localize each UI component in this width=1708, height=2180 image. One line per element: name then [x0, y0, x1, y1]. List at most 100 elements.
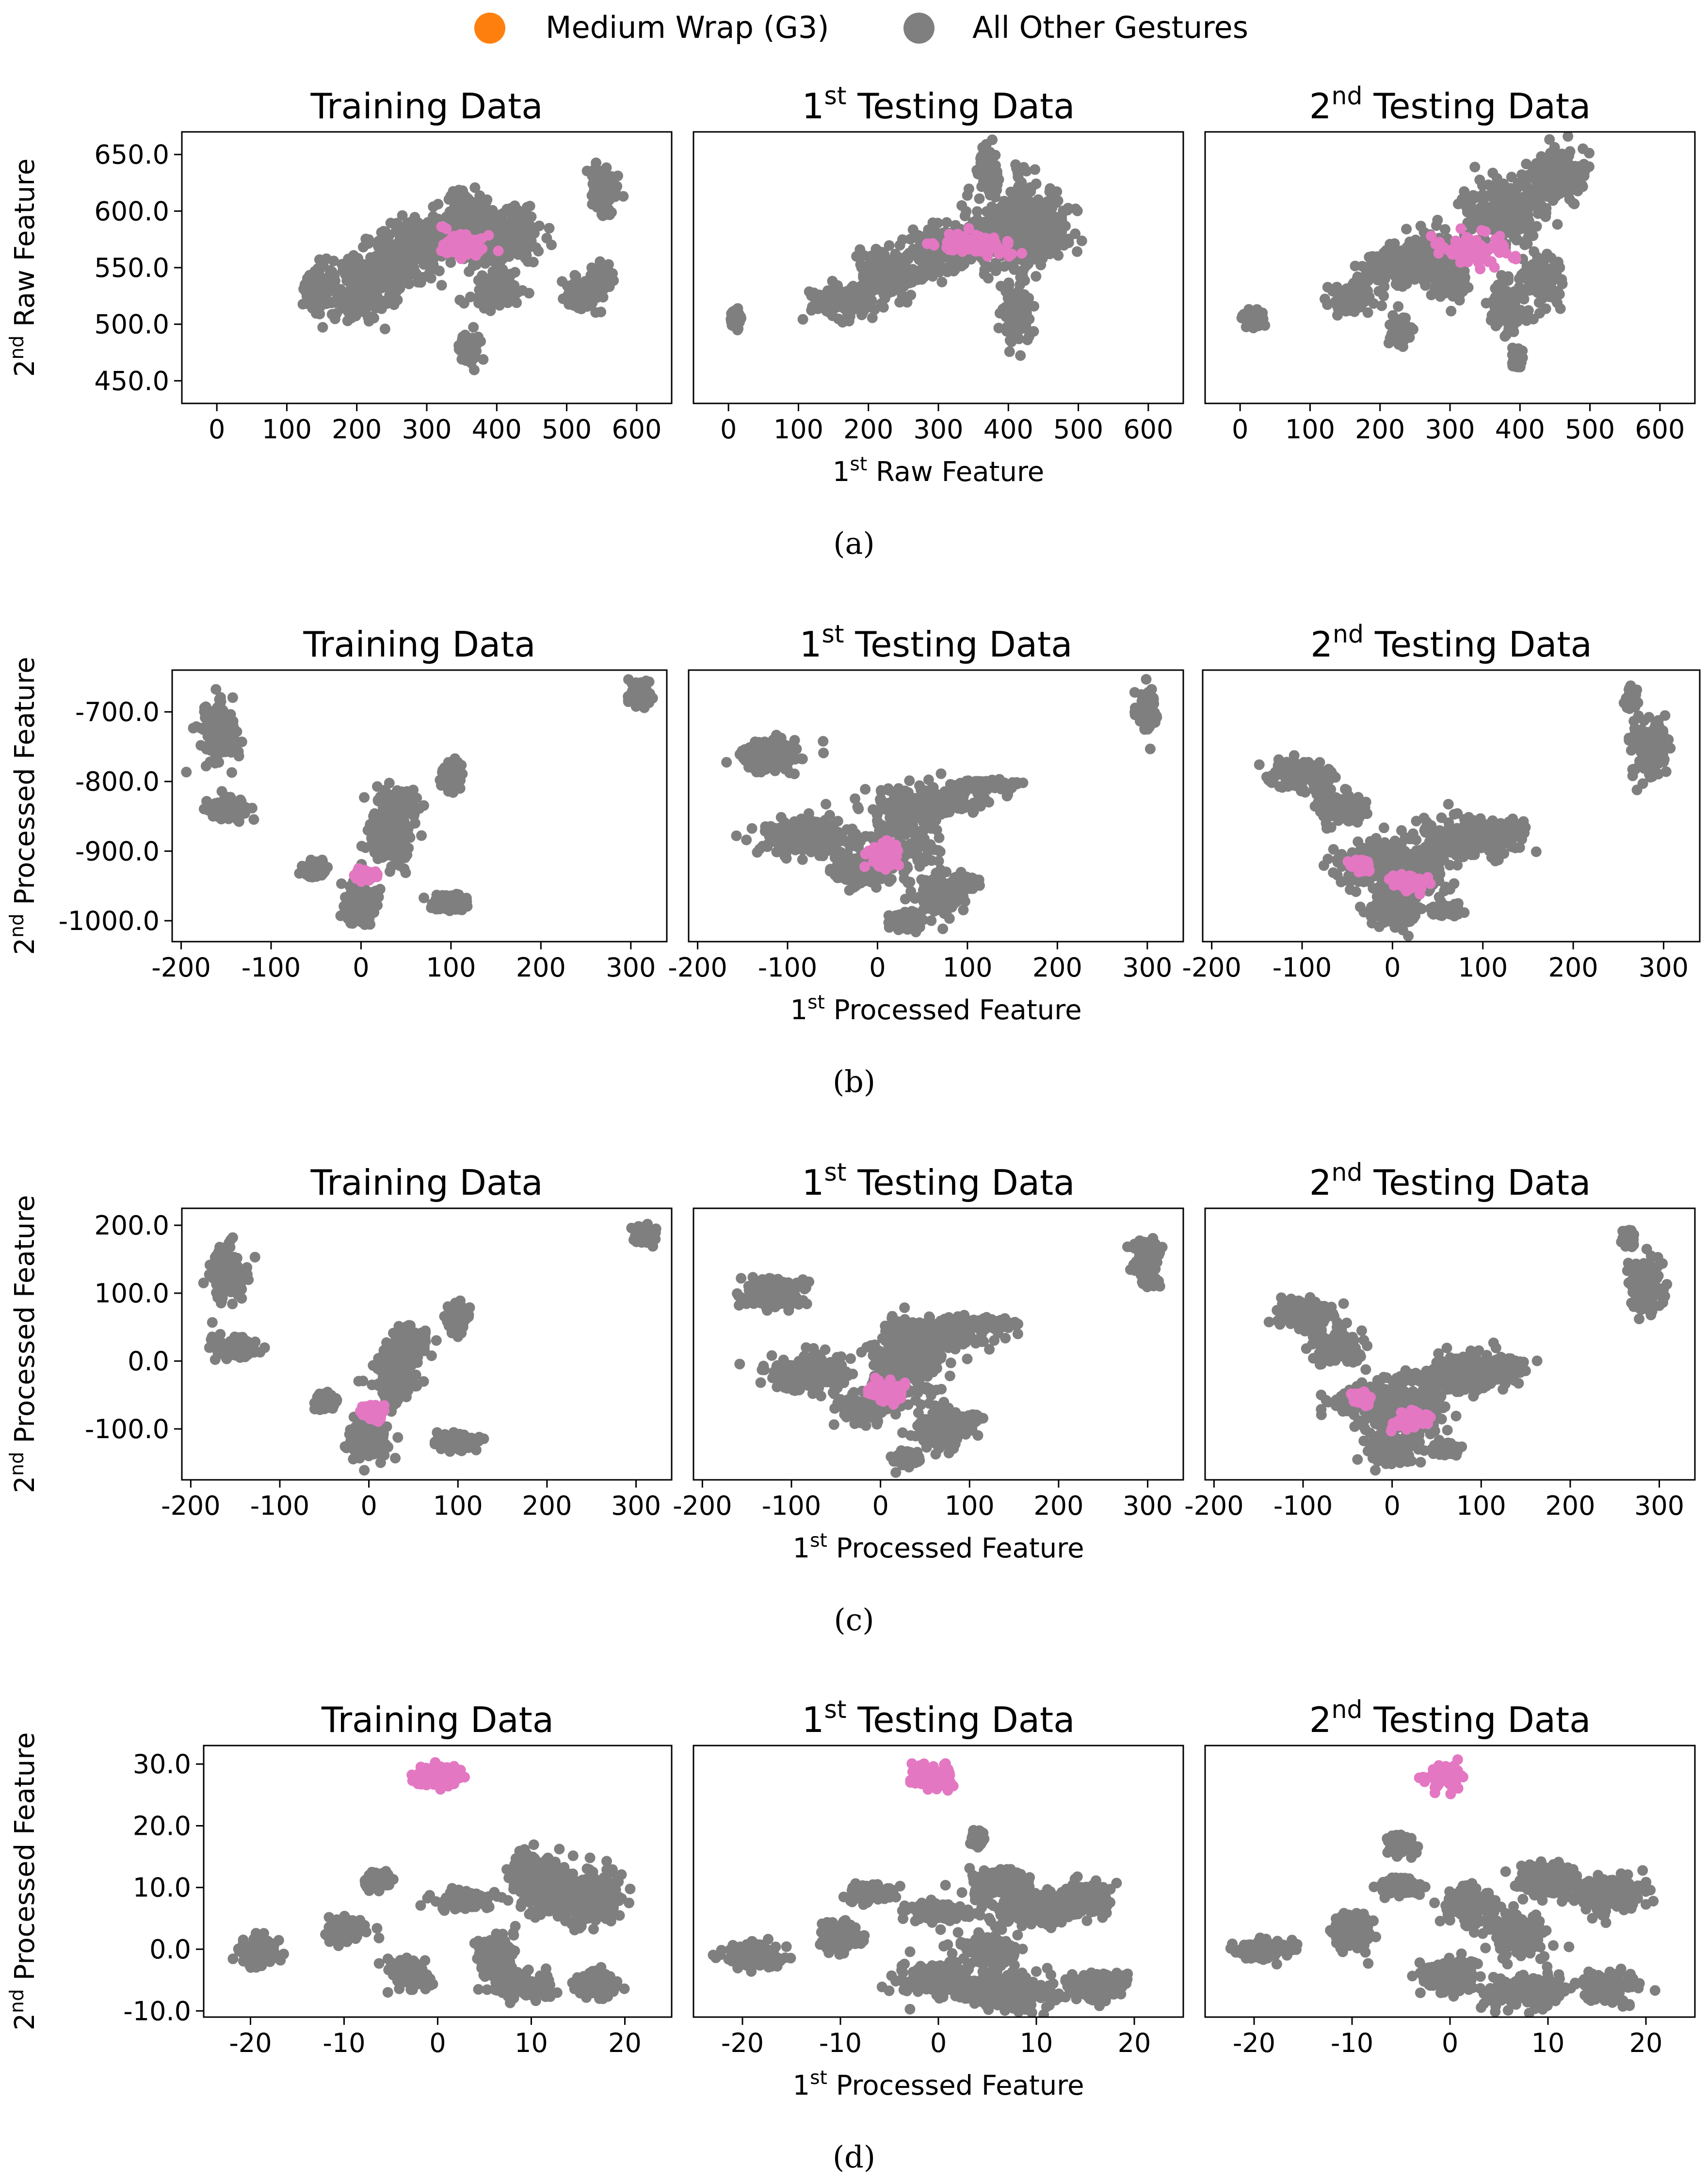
legend-highlight-marker	[474, 13, 505, 44]
other-gesture-point	[379, 323, 390, 335]
other-gesture-point	[1492, 318, 1503, 329]
other-gesture-point	[1430, 277, 1441, 288]
other-gesture-point	[1524, 170, 1535, 181]
other-gesture-point	[831, 298, 842, 309]
other-gesture-point	[1538, 176, 1549, 187]
medium-wrap-point	[1463, 256, 1473, 268]
other-gesture-point	[294, 868, 305, 879]
other-gesture-point	[1257, 309, 1268, 320]
other-gesture-point	[1523, 215, 1534, 226]
other-gesture-point	[1379, 273, 1390, 285]
other-gesture-point	[227, 692, 238, 703]
other-gesture-point	[362, 278, 373, 289]
other-gesture-point	[1441, 268, 1452, 279]
other-gesture-point	[882, 264, 893, 275]
other-gesture-point	[1506, 319, 1517, 330]
y-axis-label: 2nd Raw Feature	[6, 159, 41, 377]
other-gesture-point	[1393, 339, 1404, 350]
other-gesture-point	[812, 303, 823, 314]
other-gesture-point	[202, 726, 213, 737]
other-gesture-point	[1465, 205, 1476, 216]
other-gesture-point	[1542, 248, 1552, 259]
other-gesture-point	[592, 202, 603, 213]
other-gesture-point	[1528, 191, 1539, 202]
other-gesture-point	[227, 726, 238, 737]
label-number: 1	[802, 86, 824, 127]
other-gesture-point	[1564, 193, 1575, 205]
other-gesture-point	[226, 767, 237, 778]
other-gesture-point	[837, 317, 848, 328]
other-gesture-point	[310, 308, 322, 319]
x-tick-label: 100	[262, 414, 312, 445]
label-superscript: nd	[6, 336, 28, 360]
other-gesture-point	[331, 288, 342, 299]
other-gesture-point	[618, 191, 629, 202]
other-gesture-point	[1346, 294, 1356, 305]
other-gesture-point	[1392, 280, 1403, 291]
other-gesture-point	[1459, 186, 1470, 197]
other-gesture-point	[844, 300, 855, 311]
other-gesture-point	[1501, 286, 1512, 297]
medium-wrap-point	[971, 246, 983, 257]
other-gesture-point	[436, 280, 447, 291]
other-gesture-point	[1529, 285, 1540, 296]
other-gesture-point	[1454, 295, 1465, 306]
other-gesture-point	[1528, 230, 1539, 241]
y-tick-label: 500.0	[94, 309, 169, 340]
other-gesture-point	[857, 261, 868, 272]
other-gesture-point	[589, 271, 600, 282]
other-gesture-point	[1009, 325, 1020, 337]
other-gesture-point	[397, 225, 408, 237]
other-gesture-point	[1362, 307, 1373, 318]
other-gesture-point	[941, 217, 952, 228]
points	[181, 674, 658, 930]
other-gesture-point	[1546, 176, 1557, 187]
other-gesture-point	[1333, 291, 1344, 302]
other-gesture-point	[1481, 298, 1492, 309]
other-gesture-point	[1023, 292, 1034, 304]
other-gesture-point	[1493, 286, 1504, 297]
other-gesture-point	[1502, 305, 1513, 316]
x-tick-label: 0	[209, 414, 225, 445]
other-gesture-point	[1360, 270, 1371, 281]
other-gesture-point	[246, 802, 258, 814]
other-gesture-point	[433, 199, 444, 209]
other-gesture-point	[1015, 350, 1026, 361]
other-gesture-point	[1006, 260, 1017, 271]
other-gesture-point	[388, 275, 400, 286]
other-gesture-point	[1515, 192, 1526, 204]
other-gesture-point	[352, 271, 363, 282]
other-gesture-point	[984, 222, 996, 233]
label-text: Raw Feature	[9, 159, 41, 336]
other-gesture-point	[1551, 268, 1562, 279]
other-gesture-point	[1484, 216, 1496, 227]
other-gesture-point	[1012, 167, 1023, 178]
other-gesture-point	[351, 304, 362, 315]
other-gesture-point	[918, 272, 929, 283]
other-gesture-point	[1528, 200, 1539, 211]
other-gesture-point	[1405, 248, 1417, 259]
x-tick-label: 0	[1232, 414, 1248, 445]
medium-wrap-point	[493, 245, 504, 256]
other-gesture-point	[961, 206, 972, 217]
other-gesture-point	[1469, 161, 1481, 173]
other-gesture-point	[1499, 331, 1511, 342]
subfigure-caption: (a)	[833, 526, 874, 561]
other-gesture-point	[479, 280, 490, 291]
other-gesture-point	[516, 211, 528, 222]
other-gesture-point	[477, 196, 488, 207]
other-gesture-point	[1401, 224, 1412, 235]
other-gesture-point	[851, 251, 862, 262]
other-gesture-point	[990, 265, 1001, 276]
other-gesture-point	[1577, 181, 1588, 192]
other-gesture-point	[884, 240, 895, 251]
other-gesture-point	[465, 347, 476, 358]
label-text: Testing Data	[847, 86, 1075, 127]
other-gesture-point	[181, 767, 192, 778]
other-gesture-point	[1514, 282, 1525, 293]
other-gesture-point	[460, 191, 471, 202]
x-tick-label: 0	[720, 414, 737, 445]
other-gesture-point	[1512, 223, 1523, 234]
other-gesture-point	[1452, 198, 1464, 209]
other-gesture-point	[533, 246, 544, 256]
